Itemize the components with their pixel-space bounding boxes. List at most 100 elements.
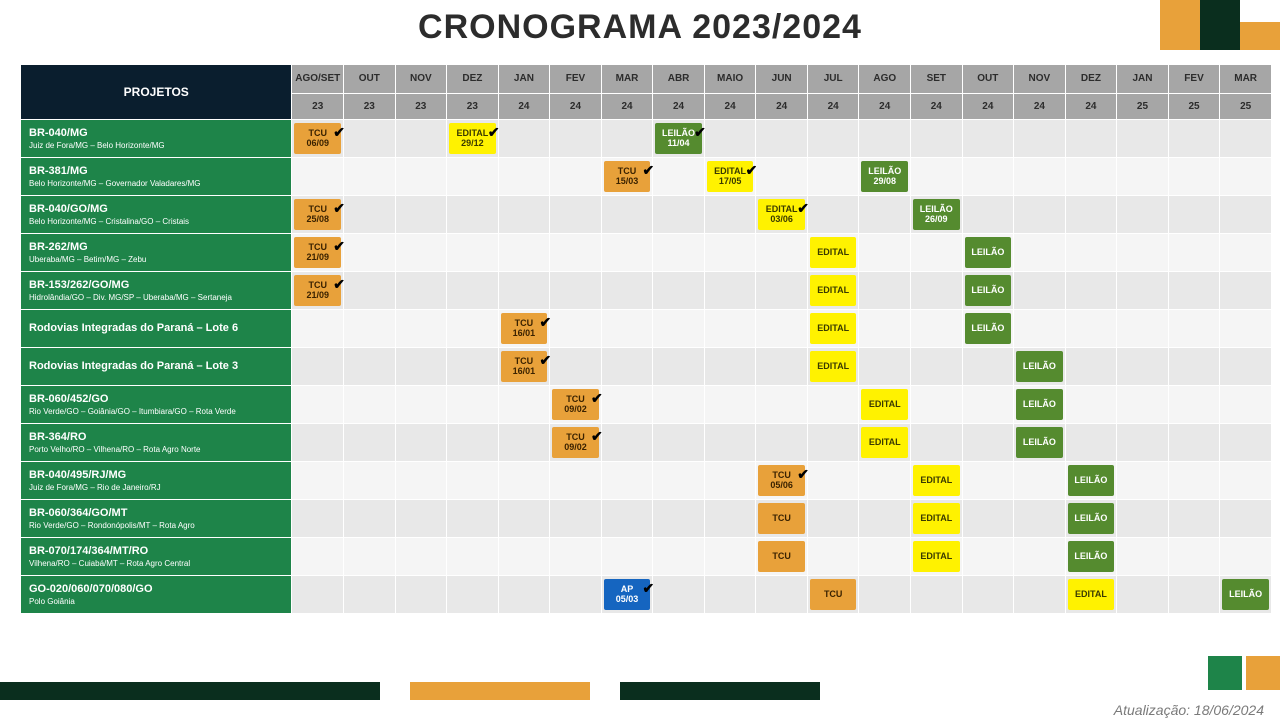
timeline-cell	[498, 500, 550, 538]
timeline-cell	[1014, 462, 1066, 500]
timeline-cell: EDITAL	[911, 500, 963, 538]
timeline-cell	[601, 272, 653, 310]
milestone-leilao: LEILÃO	[965, 275, 1012, 306]
timeline-cell	[1220, 196, 1272, 234]
year-header: 24	[601, 93, 653, 119]
timeline-cell	[756, 424, 808, 462]
timeline-cell	[1220, 462, 1272, 500]
timeline-cell	[498, 462, 550, 500]
month-header: JAN	[1117, 65, 1169, 94]
timeline-cell	[962, 538, 1014, 576]
timeline-cell	[550, 462, 602, 500]
timeline-cell: EDITAL	[911, 538, 963, 576]
milestone-tcu: TCU09/02✔	[552, 427, 599, 458]
project-row: BR-153/262/GO/MGHidrolândia/GO – Div. MG…	[21, 272, 1272, 310]
timeline-cell	[1117, 158, 1169, 196]
timeline-cell	[498, 576, 550, 614]
year-header: 24	[1014, 93, 1066, 119]
month-header: NOV	[1014, 65, 1066, 94]
project-name-cell: BR-040/GO/MGBelo Horizonte/MG – Cristali…	[21, 196, 292, 234]
timeline-cell	[1117, 576, 1169, 614]
timeline-cell	[704, 196, 756, 234]
timeline-cell	[704, 386, 756, 424]
timeline-cell: LEILÃO	[962, 310, 1014, 348]
timeline-cell	[962, 462, 1014, 500]
month-header: OUT	[962, 65, 1014, 94]
milestone-edital: EDITAL	[861, 427, 908, 458]
timeline-cell	[653, 576, 705, 614]
timeline-cell: LEILÃO	[1065, 500, 1117, 538]
timeline-cell	[498, 538, 550, 576]
timeline-cell: AP05/03✔	[601, 576, 653, 614]
timeline-cell	[344, 386, 396, 424]
milestone-tcu: TCU	[758, 503, 805, 534]
timeline-cell	[1220, 234, 1272, 272]
milestone-tcu: TCU21/09✔	[294, 275, 341, 306]
timeline-cell	[653, 234, 705, 272]
timeline-cell	[756, 310, 808, 348]
timeline-cell	[1065, 424, 1117, 462]
page-title: CRONOGRAMA 2023/2024	[0, 8, 1280, 47]
timeline-cell	[292, 386, 344, 424]
timeline-cell	[292, 538, 344, 576]
timeline-cell	[1014, 196, 1066, 234]
timeline-cell	[601, 120, 653, 158]
milestone-edital: EDITAL17/05✔	[707, 161, 754, 192]
timeline-cell: EDITAL03/06✔	[756, 196, 808, 234]
timeline-cell	[704, 348, 756, 386]
year-header: 23	[395, 93, 447, 119]
timeline-cell	[1168, 196, 1220, 234]
timeline-cell	[704, 310, 756, 348]
timeline-cell	[653, 348, 705, 386]
milestone-tcu: TCU16/01✔	[501, 313, 548, 344]
project-row: BR-364/ROPorto Velho/RO – Vilhena/RO – R…	[21, 424, 1272, 462]
year-header: 24	[653, 93, 705, 119]
timeline-cell	[344, 120, 396, 158]
timeline-cell	[911, 424, 963, 462]
month-header: AGO	[859, 65, 911, 94]
timeline-cell	[1168, 310, 1220, 348]
timeline-cell	[601, 234, 653, 272]
timeline-cell: LEILÃO	[962, 272, 1014, 310]
milestone-edital: EDITAL	[810, 275, 857, 306]
timeline-cell	[911, 120, 963, 158]
timeline-cell: EDITAL29/12✔	[447, 120, 499, 158]
timeline-cell	[911, 272, 963, 310]
timeline-cell: EDITAL17/05✔	[704, 158, 756, 196]
milestone-leilao: LEILÃO	[1068, 541, 1115, 572]
project-name-cell: BR-040/MGJuiz de Fora/MG – Belo Horizont…	[21, 120, 292, 158]
timeline-cell	[498, 272, 550, 310]
timeline-cell	[859, 500, 911, 538]
month-header: ABR	[653, 65, 705, 94]
month-header: AGO/SET	[292, 65, 344, 94]
milestone-edital: EDITAL	[810, 313, 857, 344]
timeline-cell	[344, 424, 396, 462]
timeline-cell: TCU25/08✔	[292, 196, 344, 234]
timeline-cell	[550, 272, 602, 310]
timeline-cell	[550, 158, 602, 196]
year-header: 24	[498, 93, 550, 119]
timeline-cell	[1014, 538, 1066, 576]
timeline-cell	[911, 234, 963, 272]
timeline-cell	[1168, 576, 1220, 614]
timeline-cell: TCU05/06✔	[756, 462, 808, 500]
timeline-cell: LEILÃO	[1014, 348, 1066, 386]
timeline-cell	[344, 500, 396, 538]
timeline-cell	[1014, 120, 1066, 158]
timeline-cell: TCU21/09✔	[292, 234, 344, 272]
timeline-cell	[292, 576, 344, 614]
timeline-cell: LEILÃO11/04✔	[653, 120, 705, 158]
milestone-leilao: LEILÃO11/04✔	[655, 123, 702, 154]
timeline-cell	[344, 462, 396, 500]
timeline-cell	[704, 500, 756, 538]
timeline-cell	[1168, 538, 1220, 576]
timeline-cell	[498, 196, 550, 234]
timeline-cell	[447, 310, 499, 348]
timeline-cell	[859, 310, 911, 348]
milestone-tcu: TCU06/09✔	[294, 123, 341, 154]
milestone-leilao: LEILÃO	[1222, 579, 1269, 610]
timeline-cell	[1168, 120, 1220, 158]
year-header: 25	[1168, 93, 1220, 119]
timeline-cell: TCU06/09✔	[292, 120, 344, 158]
timeline-cell	[911, 386, 963, 424]
